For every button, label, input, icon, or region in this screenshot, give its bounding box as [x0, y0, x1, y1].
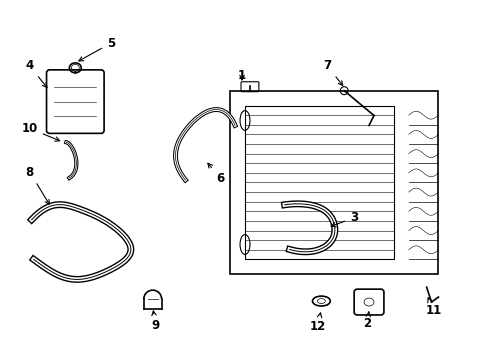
Text: 7: 7 — [323, 59, 342, 86]
Text: 5: 5 — [79, 37, 115, 61]
Text: 1: 1 — [238, 69, 245, 82]
Bar — [230, 91, 438, 274]
Text: 11: 11 — [425, 298, 441, 318]
Text: 9: 9 — [151, 311, 160, 332]
Text: 3: 3 — [330, 211, 358, 227]
Text: 4: 4 — [25, 59, 47, 87]
Text: 6: 6 — [207, 163, 224, 185]
Bar — [244, 105, 393, 260]
Text: 8: 8 — [25, 166, 49, 204]
Text: 10: 10 — [21, 122, 60, 141]
Text: 12: 12 — [309, 313, 325, 333]
Text: 2: 2 — [362, 312, 370, 330]
